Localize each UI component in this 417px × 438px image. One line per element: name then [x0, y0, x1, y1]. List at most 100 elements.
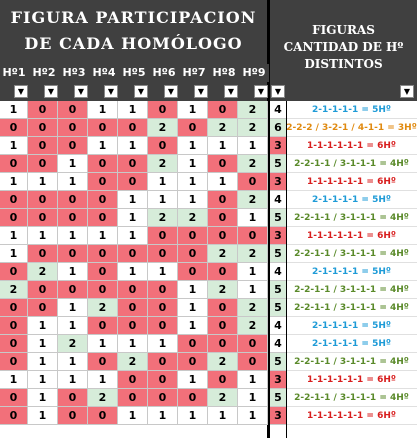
grid-cell[interactable]: 1 [238, 407, 268, 425]
grid-cell[interactable]: 0 [208, 227, 238, 245]
grid-cell[interactable]: 0 [178, 245, 208, 263]
grid-cell[interactable]: 0 [208, 317, 238, 335]
distinct-count-cell[interactable]: 4 [270, 317, 286, 335]
grid-cell[interactable]: 2 [208, 389, 238, 407]
distinct-count-cell[interactable]: 5 [270, 353, 286, 371]
grid-cell[interactable]: 0 [208, 335, 238, 353]
grid-cell[interactable]: 0 [58, 101, 88, 119]
grid-cell[interactable]: 1 [88, 371, 118, 389]
filter-dropdown-3[interactable]: ▼ [74, 85, 88, 98]
grid-cell[interactable]: 1 [178, 155, 208, 173]
distinct-count-cell[interactable]: 3 [270, 407, 286, 425]
grid-cell[interactable]: 0 [178, 119, 208, 137]
grid-cell[interactable]: 1 [118, 407, 148, 425]
grid-cell[interactable]: 0 [208, 101, 238, 119]
figura-label-cell[interactable]: 2-2-1-1 / 3-1-1-1 = 4Hº [286, 245, 417, 263]
distinct-count-cell[interactable]: 3 [270, 137, 286, 155]
grid-cell[interactable]: 0 [238, 173, 268, 191]
grid-cell[interactable]: 2 [148, 209, 178, 227]
grid-cell[interactable]: 1 [118, 101, 148, 119]
grid-cell[interactable]: 0 [88, 155, 118, 173]
grid-cell[interactable]: 0 [28, 137, 58, 155]
grid-cell[interactable]: 2 [148, 119, 178, 137]
grid-cell[interactable]: 1 [118, 191, 148, 209]
grid-cell[interactable]: 0 [28, 281, 58, 299]
grid-cell[interactable]: 0 [238, 353, 268, 371]
grid-cell[interactable]: 2 [238, 317, 268, 335]
distinct-count-cell[interactable]: 5 [270, 281, 286, 299]
grid-cell[interactable]: 0 [208, 299, 238, 317]
distinct-count-cell[interactable]: 5 [270, 245, 286, 263]
grid-cell[interactable]: 1 [238, 209, 268, 227]
grid-cell[interactable]: 0 [118, 299, 148, 317]
grid-cell[interactable]: 0 [148, 137, 178, 155]
grid-cell[interactable]: 1 [238, 281, 268, 299]
figura-label-cell[interactable]: 1-1-1-1-1-1 = 6Hº [286, 407, 417, 425]
grid-cell[interactable]: 2 [58, 335, 88, 353]
grid-cell[interactable]: 1 [148, 191, 178, 209]
grid-cell[interactable]: 0 [88, 119, 118, 137]
grid-cell[interactable]: 0 [208, 155, 238, 173]
grid-cell[interactable]: 0 [0, 119, 28, 137]
grid-cell[interactable]: 1 [0, 173, 28, 191]
grid-cell[interactable]: 0 [0, 299, 28, 317]
grid-cell[interactable]: 1 [58, 353, 88, 371]
figura-label-cell[interactable]: 2-1-1-1-1 = 5Hº [286, 191, 417, 209]
grid-cell[interactable]: 2 [148, 155, 178, 173]
grid-cell[interactable]: 0 [58, 389, 88, 407]
grid-cell[interactable]: 1 [118, 227, 148, 245]
distinct-count-cell[interactable]: 5 [270, 299, 286, 317]
figura-label-cell[interactable]: 1-1-1-1-1-1 = 6Hº [286, 227, 417, 245]
distinct-count-cell[interactable]: 5 [270, 155, 286, 173]
grid-cell[interactable]: 1 [0, 137, 28, 155]
grid-cell[interactable]: 0 [88, 191, 118, 209]
grid-cell[interactable]: 0 [0, 389, 28, 407]
grid-cell[interactable]: 0 [148, 101, 178, 119]
grid-cell[interactable]: 1 [0, 371, 28, 389]
filter-dropdown-5[interactable]: ▼ [134, 85, 148, 98]
grid-cell[interactable]: 1 [178, 137, 208, 155]
grid-cell[interactable]: 2 [208, 353, 238, 371]
distinct-count-cell[interactable]: 3 [270, 173, 286, 191]
grid-cell[interactable]: 0 [88, 407, 118, 425]
grid-cell[interactable]: 0 [118, 281, 148, 299]
grid-cell[interactable]: 0 [58, 245, 88, 263]
grid-cell[interactable]: 2 [208, 245, 238, 263]
figura-label-cell[interactable]: 2-1-1-1-1 = 5Hº [286, 101, 417, 119]
grid-cell[interactable]: 1 [58, 299, 88, 317]
grid-cell[interactable]: 0 [58, 191, 88, 209]
filter-dropdown-6[interactable]: ▼ [164, 85, 178, 98]
grid-cell[interactable]: 0 [118, 317, 148, 335]
grid-cell[interactable]: 2 [238, 299, 268, 317]
grid-cell[interactable]: 0 [58, 137, 88, 155]
grid-cell[interactable]: 0 [238, 335, 268, 353]
grid-cell[interactable]: 1 [28, 407, 58, 425]
grid-cell[interactable]: 1 [58, 317, 88, 335]
filter-dropdown-sum[interactable]: ▼ [271, 85, 285, 98]
grid-cell[interactable]: 0 [58, 281, 88, 299]
grid-cell[interactable]: 0 [238, 227, 268, 245]
grid-cell[interactable]: 0 [148, 389, 178, 407]
grid-cell[interactable]: 0 [148, 353, 178, 371]
grid-cell[interactable]: 1 [238, 371, 268, 389]
grid-cell[interactable]: 0 [58, 209, 88, 227]
grid-cell[interactable]: 1 [178, 371, 208, 389]
grid-cell[interactable]: 0 [88, 209, 118, 227]
grid-cell[interactable]: 0 [0, 335, 28, 353]
grid-cell[interactable]: 0 [208, 263, 238, 281]
distinct-count-cell[interactable]: 5 [270, 209, 286, 227]
grid-cell[interactable]: 1 [238, 389, 268, 407]
grid-cell[interactable]: 0 [58, 119, 88, 137]
grid-cell[interactable]: 2 [208, 119, 238, 137]
grid-cell[interactable]: 1 [88, 227, 118, 245]
grid-cell[interactable]: 0 [178, 353, 208, 371]
grid-cell[interactable]: 1 [118, 209, 148, 227]
grid-cell[interactable]: 0 [148, 371, 178, 389]
grid-cell[interactable]: 0 [88, 317, 118, 335]
grid-cell[interactable]: 1 [148, 407, 178, 425]
grid-cell[interactable]: 0 [148, 281, 178, 299]
grid-cell[interactable]: 1 [88, 335, 118, 353]
grid-cell[interactable]: 1 [178, 299, 208, 317]
grid-cell[interactable]: 0 [118, 155, 148, 173]
grid-cell[interactable]: 1 [178, 173, 208, 191]
